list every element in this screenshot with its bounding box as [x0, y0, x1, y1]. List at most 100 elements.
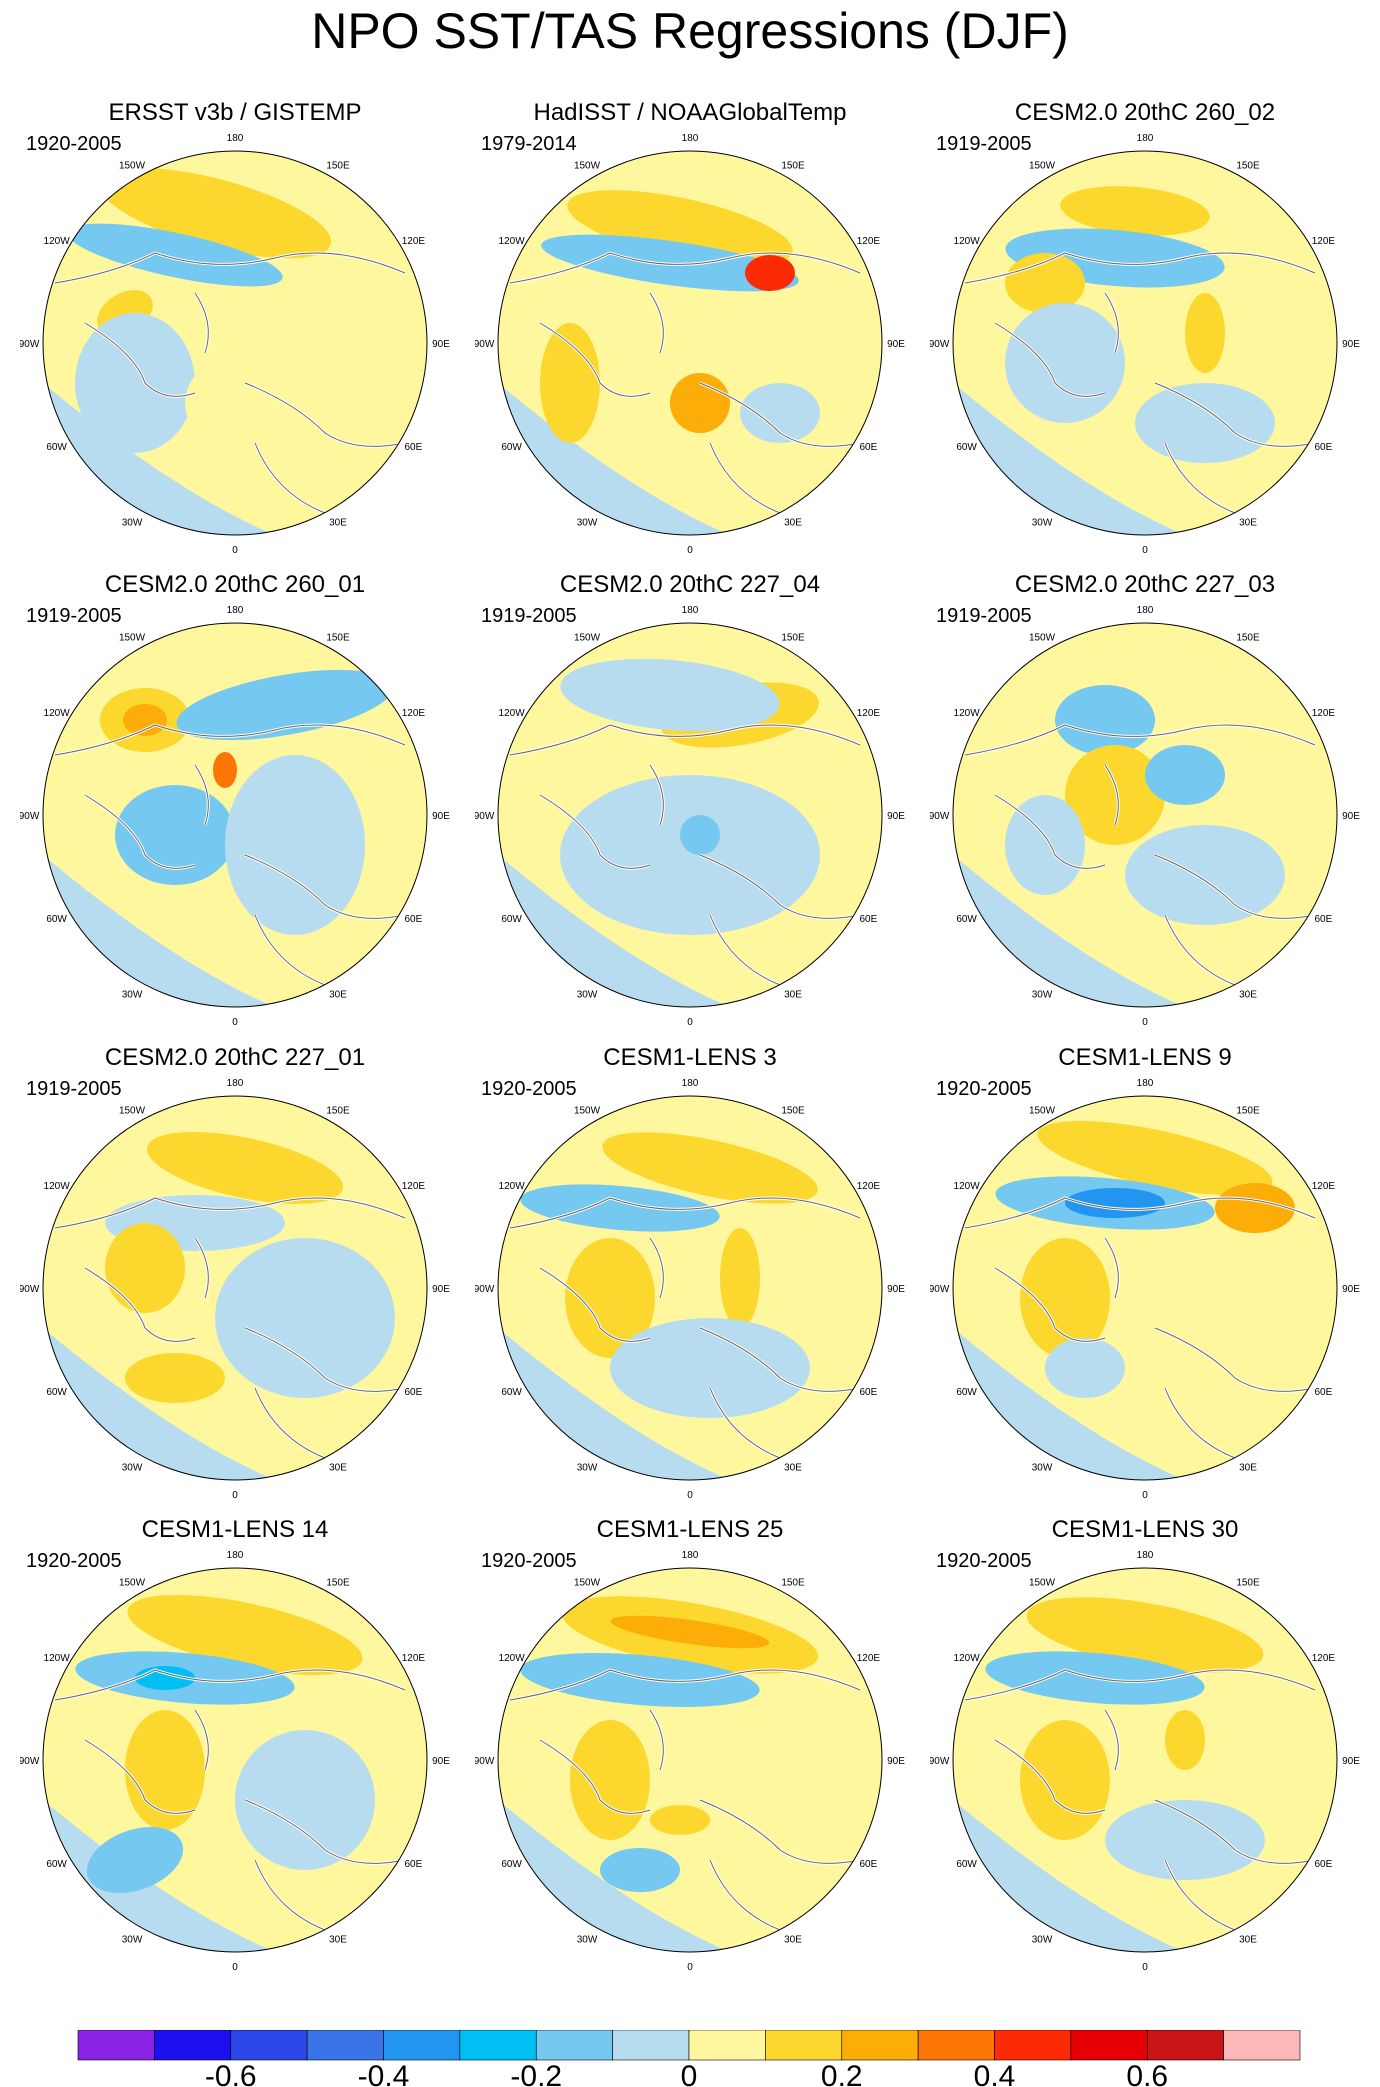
- longitude-label: 30W: [1032, 1462, 1053, 1473]
- map-boundary: [42, 150, 428, 536]
- anomaly-region: [650, 1805, 710, 1835]
- longitude-label: 30E: [1239, 1462, 1257, 1473]
- anomaly-region: [115, 785, 235, 885]
- longitude-label: 0: [1142, 1962, 1148, 1973]
- coastline: [509, 724, 861, 986]
- panel-years: 1979-2014: [481, 133, 577, 155]
- longitude-label: 30W: [1032, 989, 1053, 1000]
- longitude-label: 120E: [1312, 1181, 1336, 1192]
- longitude-label: 90E: [887, 811, 905, 822]
- anomaly-region: [520, 1184, 720, 1232]
- panel-title: CESM2.0 20thC 227_01: [104, 1044, 366, 1071]
- anomaly-region: [1037, 1120, 1273, 1196]
- longitude-label: 90W: [930, 811, 950, 822]
- coastline: [509, 1669, 861, 1931]
- longitude-label: 90E: [432, 339, 450, 350]
- longitude-label: 120E: [1312, 236, 1336, 247]
- longitude-label: 120E: [402, 1181, 426, 1192]
- longitude-label: 90W: [930, 339, 950, 350]
- longitude-label: 150E: [1236, 1106, 1260, 1117]
- longitude-label: 30E: [784, 989, 802, 1000]
- longitude-label: 90W: [20, 1284, 40, 1295]
- longitude-label: 0: [232, 1017, 238, 1028]
- anomaly-region: [1105, 1800, 1265, 1880]
- longitude-label: 180: [227, 605, 244, 616]
- colorbar-swatch: [1146, 2030, 1224, 2061]
- longitude-label: 60E: [1315, 442, 1333, 453]
- coastline: [964, 724, 1316, 986]
- panel-title: CESM1-LENS 9: [1058, 1044, 1232, 1071]
- coastline: [54, 1669, 406, 1931]
- longitude-label: 180: [1137, 1550, 1154, 1561]
- longitude-label: 120E: [857, 708, 881, 719]
- longitude-label: 30W: [122, 517, 143, 528]
- anomaly-region: [565, 1238, 655, 1358]
- anomaly-region: [75, 313, 195, 453]
- colorbar-tick-label: -0.2: [510, 2060, 562, 2087]
- map-boundary: [42, 622, 428, 1008]
- longitude-label: 60W: [501, 1387, 522, 1398]
- longitude-label: 120E: [402, 1653, 426, 1664]
- anomaly-region: [67, 223, 283, 287]
- anomaly-region: [213, 752, 237, 788]
- longitude-label: 150E: [781, 161, 805, 172]
- anomaly-region: [1055, 685, 1155, 755]
- map-boundary: [497, 622, 883, 1008]
- polar-map: 180 150E 120E 90E 60E 30E 0 30W 60W 90W 120W 150W: [475, 605, 905, 1028]
- panel-title: ERSST v3b / GISTEMP: [108, 99, 362, 126]
- anomaly-region: [1005, 795, 1085, 895]
- colorbar-swatch: [612, 2030, 690, 2061]
- longitude-label: 150W: [1029, 633, 1056, 644]
- longitude-label: 60W: [46, 442, 67, 453]
- coastline: [509, 1197, 861, 1459]
- longitude-label: 90W: [20, 1756, 40, 1767]
- coastline: [54, 1197, 406, 1459]
- panel-years: 1919-2005: [936, 605, 1032, 627]
- longitude-label: 120E: [857, 236, 881, 247]
- anomaly-region: [98, 167, 332, 259]
- map-boundary: [952, 1567, 1338, 1953]
- panel-title: CESM2.0 20thC 227_03: [1014, 571, 1276, 598]
- colorbar-swatch: [841, 2030, 919, 2061]
- longitude-label: 90W: [20, 339, 40, 350]
- longitude-label: 120W: [44, 708, 71, 719]
- longitude-label: 120E: [1312, 1653, 1336, 1664]
- anomaly-region: [123, 704, 167, 736]
- longitude-label: 60W: [501, 1859, 522, 1870]
- anomaly-region: [127, 1594, 363, 1676]
- anomaly-region: [520, 1652, 760, 1708]
- coastline: [964, 1669, 1316, 1931]
- anomaly-region: [1215, 1183, 1295, 1233]
- longitude-label: 180: [227, 1550, 244, 1561]
- longitude-label: 120W: [499, 236, 526, 247]
- longitude-label: 150E: [781, 633, 805, 644]
- longitude-label: 30E: [784, 1934, 802, 1945]
- longitude-label: 120W: [499, 1181, 526, 1192]
- longitude-label: 90E: [432, 1284, 450, 1295]
- longitude-label: 150W: [1029, 1106, 1056, 1117]
- anomaly-region: [125, 1353, 225, 1403]
- panel-title: CESM2.0 20thC 260_02: [1014, 99, 1276, 126]
- anomaly-region: [1060, 186, 1210, 236]
- longitude-label: 60E: [405, 914, 423, 925]
- longitude-label: 30E: [329, 989, 347, 1000]
- longitude-label: 60E: [860, 442, 878, 453]
- colorbar-swatch: [917, 2030, 995, 2061]
- polar-map: 180 150E 120E 90E 60E 30E 0 30W 60W 90W 120W 150W: [475, 133, 905, 556]
- longitude-label: 180: [682, 1550, 699, 1561]
- longitude-label: 150E: [781, 1578, 805, 1589]
- panel-years: 1920-2005: [936, 1078, 1032, 1100]
- anomaly-region: [1020, 1720, 1110, 1840]
- panel-years: 1919-2005: [481, 605, 577, 627]
- longitude-label: 30E: [784, 1462, 802, 1473]
- panel-years: 1919-2005: [936, 133, 1032, 155]
- colorbar-swatch: [459, 2030, 537, 2061]
- map-boundary: [497, 1567, 883, 1953]
- map-panel: 180 150E 120E 90E 60E 30E 0 30W 60W 90W 120W 150W CE…: [20, 1043, 450, 1513]
- polar-map: 180 150E 120E 90E 60E 30E 0 30W 60W 90W 120W 150W: [20, 133, 450, 556]
- anomaly-region: [1135, 383, 1275, 463]
- longitude-label: 120E: [857, 1181, 881, 1192]
- longitude-label: 120W: [954, 236, 981, 247]
- longitude-label: 0: [687, 1017, 693, 1028]
- longitude-label: 90W: [930, 1756, 950, 1767]
